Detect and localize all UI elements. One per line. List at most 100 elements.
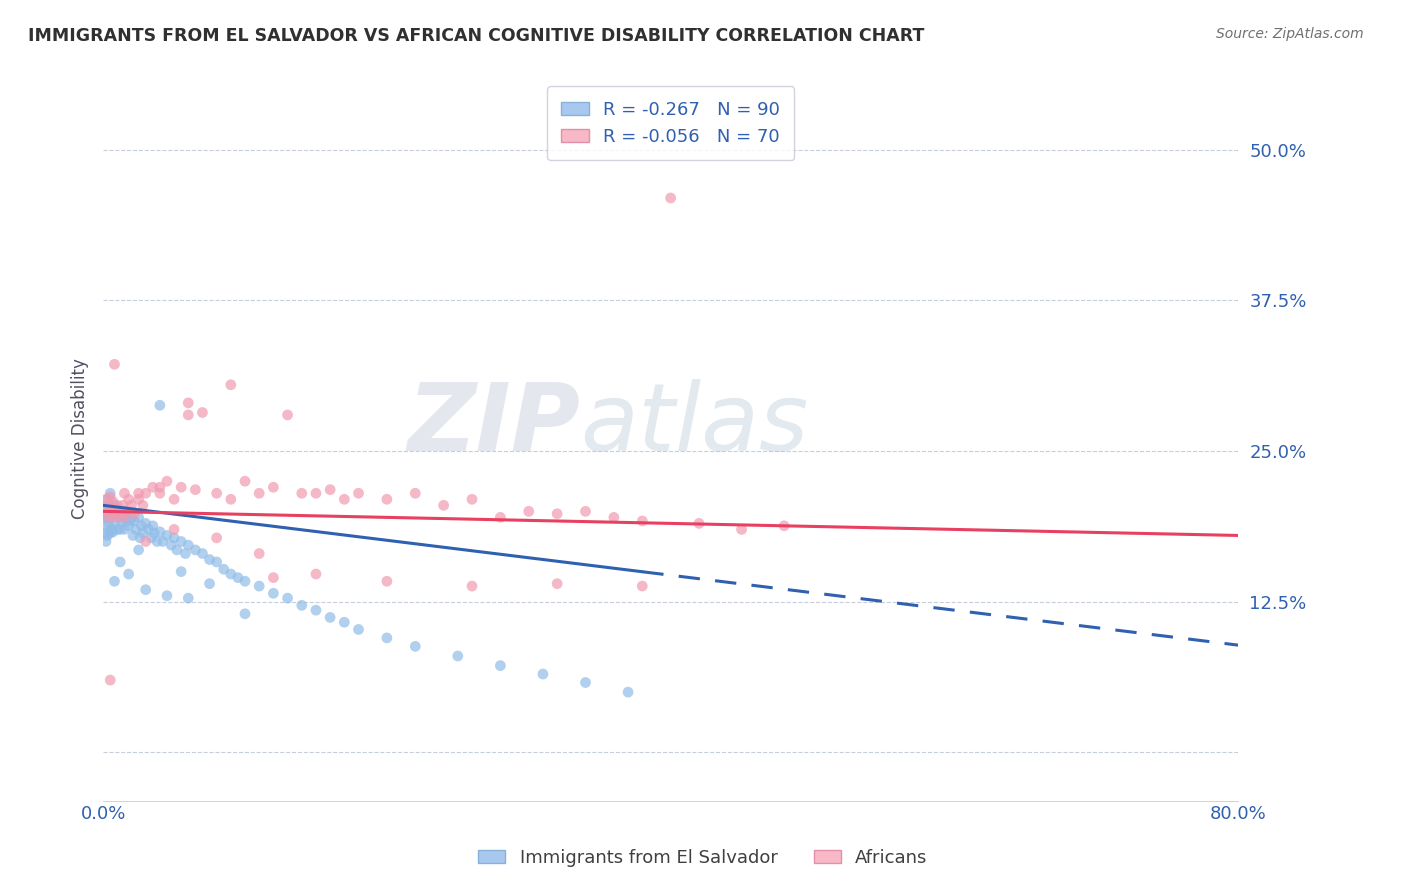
Point: [163, 523, 186, 537]
Point: [97, 499, 120, 513]
Point: [404, 640, 426, 654]
Point: [177, 591, 200, 606]
Point: [247, 579, 270, 593]
Point: [103, 499, 125, 513]
Point: [219, 377, 242, 392]
Point: [333, 492, 356, 507]
Point: [226, 571, 249, 585]
Legend: R = -0.267   N = 90, R = -0.056   N = 70: R = -0.267 N = 90, R = -0.056 N = 70: [547, 87, 794, 161]
Point: [191, 405, 214, 419]
Point: [101, 524, 124, 539]
Point: [96, 492, 118, 507]
Point: [149, 524, 172, 539]
Point: [128, 510, 150, 524]
Point: [93, 526, 115, 541]
Point: [131, 518, 153, 533]
Point: [120, 514, 142, 528]
Point: [98, 673, 121, 687]
Point: [125, 523, 148, 537]
Point: [103, 502, 125, 516]
Point: [574, 504, 596, 518]
Point: [149, 486, 172, 500]
Point: [100, 504, 122, 518]
Point: [631, 514, 654, 528]
Point: [170, 480, 193, 494]
Point: [262, 571, 284, 585]
Point: [574, 675, 596, 690]
Point: [291, 599, 314, 613]
Point: [546, 576, 568, 591]
Point: [108, 555, 131, 569]
Point: [112, 510, 135, 524]
Point: [104, 507, 127, 521]
Point: [105, 504, 128, 518]
Point: [177, 396, 200, 410]
Point: [375, 492, 398, 507]
Point: [631, 579, 654, 593]
Point: [98, 526, 121, 541]
Point: [96, 528, 118, 542]
Point: [112, 523, 135, 537]
Point: [247, 486, 270, 500]
Point: [117, 510, 139, 524]
Point: [129, 531, 152, 545]
Point: [659, 191, 682, 205]
Point: [277, 591, 299, 606]
Point: [233, 607, 256, 621]
Point: [96, 499, 118, 513]
Point: [108, 523, 131, 537]
Point: [546, 507, 568, 521]
Point: [118, 492, 141, 507]
Text: atlas: atlas: [579, 379, 808, 470]
Point: [96, 510, 118, 524]
Point: [461, 579, 484, 593]
Point: [461, 492, 484, 507]
Point: [128, 542, 150, 557]
Point: [489, 658, 512, 673]
Point: [104, 510, 127, 524]
Point: [447, 648, 470, 663]
Point: [152, 534, 174, 549]
Point: [110, 514, 132, 528]
Point: [170, 534, 193, 549]
Point: [114, 514, 136, 528]
Point: [105, 499, 128, 513]
Point: [135, 582, 157, 597]
Point: [156, 589, 179, 603]
Point: [101, 494, 124, 508]
Point: [163, 531, 186, 545]
Point: [170, 565, 193, 579]
Point: [262, 586, 284, 600]
Point: [149, 480, 172, 494]
Point: [142, 480, 165, 494]
Point: [98, 507, 121, 521]
Point: [135, 534, 157, 549]
Point: [105, 523, 128, 537]
Point: [177, 408, 200, 422]
Point: [118, 518, 141, 533]
Point: [177, 538, 200, 552]
Point: [146, 534, 169, 549]
Point: [191, 547, 214, 561]
Point: [219, 567, 242, 582]
Point: [97, 516, 120, 531]
Point: [347, 486, 370, 500]
Text: IMMIGRANTS FROM EL SALVADOR VS AFRICAN COGNITIVE DISABILITY CORRELATION CHART: IMMIGRANTS FROM EL SALVADOR VS AFRICAN C…: [28, 27, 925, 45]
Point: [212, 562, 235, 576]
Point: [198, 576, 221, 591]
Point: [118, 567, 141, 582]
Point: [107, 510, 129, 524]
Y-axis label: Cognitive Disability: Cognitive Disability: [72, 359, 89, 519]
Point: [103, 574, 125, 589]
Point: [111, 499, 134, 513]
Point: [333, 615, 356, 630]
Point: [112, 504, 135, 518]
Point: [347, 623, 370, 637]
Point: [111, 507, 134, 521]
Point: [103, 357, 125, 371]
Point: [262, 480, 284, 494]
Point: [219, 492, 242, 507]
Point: [100, 523, 122, 537]
Point: [730, 523, 752, 537]
Text: Source: ZipAtlas.com: Source: ZipAtlas.com: [1216, 27, 1364, 41]
